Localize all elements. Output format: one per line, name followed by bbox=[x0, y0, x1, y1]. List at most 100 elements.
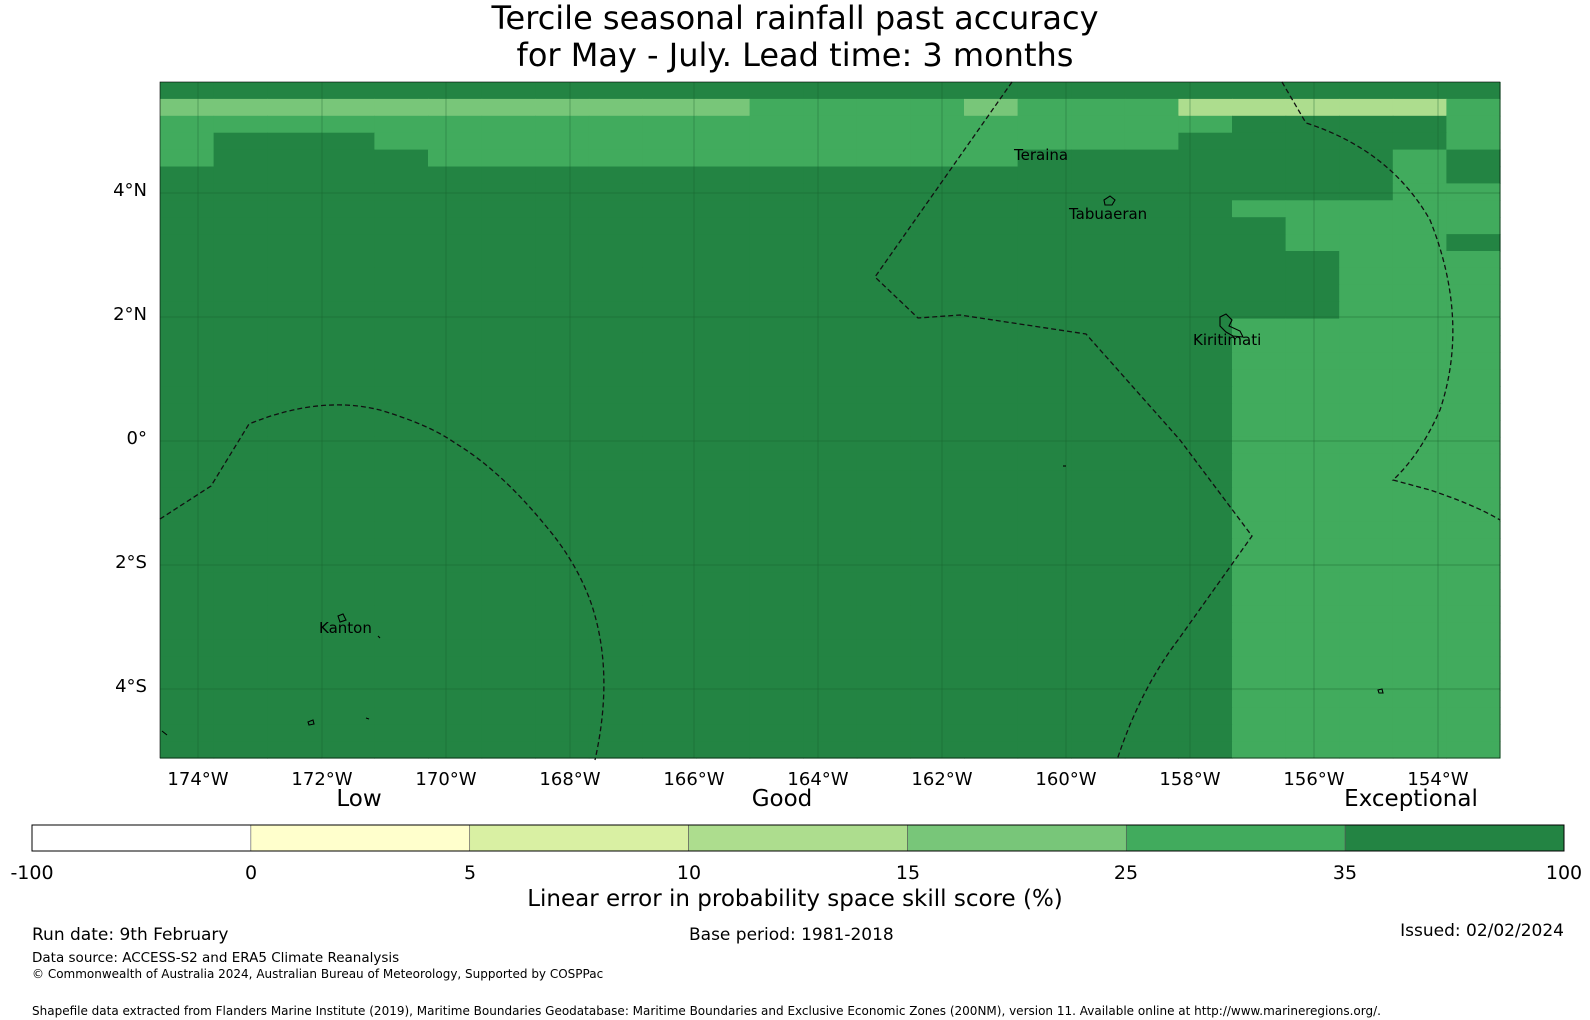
skill-grid-cell bbox=[267, 724, 322, 742]
skill-grid-cell bbox=[374, 673, 429, 691]
skill-grid-cell bbox=[267, 504, 322, 522]
lon-label-172w: 172°W bbox=[291, 769, 353, 790]
skill-grid-cell bbox=[910, 555, 965, 573]
skill-grid-cell bbox=[267, 98, 322, 117]
skill-grid-cell bbox=[588, 82, 643, 100]
skill-grid-cell bbox=[642, 115, 697, 134]
skill-grid-cell bbox=[535, 386, 590, 404]
small-island-4 bbox=[161, 730, 168, 736]
skill-grid-cell bbox=[696, 470, 751, 489]
skill-grid-cell bbox=[1339, 707, 1394, 725]
place-label-kanton: Kanton bbox=[319, 619, 372, 637]
skill-grid-cell bbox=[1392, 115, 1447, 134]
skill-grid-cell bbox=[1392, 538, 1447, 556]
skill-grid-cell bbox=[1392, 504, 1447, 522]
skill-grid-cell bbox=[160, 234, 215, 252]
skill-grid-cell bbox=[535, 707, 590, 725]
skill-grid-cell bbox=[1446, 149, 1501, 168]
skill-grid-cell bbox=[213, 470, 268, 489]
skill-grid-cell bbox=[964, 403, 1019, 421]
skill-grid-cell bbox=[588, 200, 643, 218]
skill-grid-cell bbox=[1017, 217, 1072, 235]
skill-grid-cell bbox=[1446, 234, 1501, 252]
skill-grid-cell bbox=[696, 267, 751, 286]
skill-grid-cell bbox=[910, 707, 965, 725]
skill-grid-cell bbox=[1446, 420, 1501, 438]
skill-grid-cell bbox=[1392, 318, 1447, 337]
skill-grid-cell bbox=[749, 572, 804, 590]
skill-grid-cell bbox=[160, 217, 215, 235]
skill-grid-cell bbox=[1285, 555, 1340, 573]
skill-grid-cell bbox=[803, 639, 858, 658]
skill-grid-cell bbox=[1178, 82, 1233, 100]
skill-grid-cell bbox=[856, 470, 911, 489]
skill-grid-cell bbox=[749, 538, 804, 556]
skill-grid-cell bbox=[588, 673, 643, 691]
skill-grid-cell bbox=[160, 200, 215, 218]
skill-grid-cell bbox=[696, 200, 751, 218]
skill-grid-cell bbox=[160, 369, 215, 387]
skill-grid-cell bbox=[642, 403, 697, 421]
skill-grid-cell bbox=[749, 487, 804, 506]
skill-grid-cell bbox=[267, 149, 322, 168]
skill-grid-cell bbox=[1232, 639, 1287, 658]
skill-grid-cell bbox=[749, 724, 804, 742]
skill-grid-cell bbox=[320, 301, 375, 320]
skill-grid-cell bbox=[481, 166, 536, 184]
skill-grid-cell bbox=[481, 521, 536, 539]
skill-grid-cell bbox=[1446, 690, 1501, 708]
skill-grid-cell bbox=[803, 149, 858, 168]
skill-grid-cell bbox=[588, 690, 643, 708]
skill-grid-cell bbox=[1285, 82, 1340, 100]
skill-grid-cell bbox=[1017, 352, 1072, 370]
skill-grid-cell bbox=[1285, 132, 1340, 151]
colorbar-tick-25: 25 bbox=[1113, 862, 1139, 884]
skill-grid-cell bbox=[1339, 132, 1394, 151]
skill-grid-cell bbox=[428, 707, 483, 725]
skill-grid-cell bbox=[1178, 436, 1233, 455]
skill-grid-cell bbox=[213, 639, 268, 658]
skill-grid-cell bbox=[1446, 673, 1501, 691]
skill-grid-cell bbox=[213, 301, 268, 320]
skill-grid-cell bbox=[267, 707, 322, 725]
skill-grid-cell bbox=[749, 200, 804, 218]
skill-grid-cell bbox=[1178, 724, 1233, 742]
skill-grid-cell bbox=[1392, 639, 1447, 658]
skill-grid-cell bbox=[856, 251, 911, 269]
skill-grid-cell bbox=[910, 183, 965, 201]
skill-grid-cell bbox=[910, 436, 965, 455]
skill-grid-cell bbox=[1124, 335, 1179, 353]
skill-grid-cell bbox=[1071, 538, 1126, 556]
skill-grid-cell bbox=[1017, 115, 1072, 134]
skill-grid-cell bbox=[588, 115, 643, 134]
skill-grid-cell bbox=[213, 453, 268, 472]
skill-grid-cell bbox=[213, 504, 268, 522]
skill-grid-cell bbox=[964, 335, 1019, 353]
colorbar-category-good: Good bbox=[751, 786, 813, 812]
skill-grid-cell bbox=[160, 352, 215, 370]
skill-grid-cell bbox=[910, 470, 965, 489]
colorbar-segment bbox=[1344, 824, 1565, 852]
skill-grid-cell bbox=[428, 538, 483, 556]
skill-grid-cell bbox=[213, 132, 268, 151]
skill-grid-cell bbox=[696, 183, 751, 201]
skill-grid-cell bbox=[856, 200, 911, 218]
skill-grid-cell bbox=[696, 234, 751, 252]
skill-grid-cell bbox=[588, 639, 643, 658]
skill-grid-cell bbox=[535, 200, 590, 218]
skill-grid-cell bbox=[696, 386, 751, 404]
skill-grid-cell bbox=[160, 98, 215, 117]
skill-grid-cell bbox=[696, 284, 751, 303]
skill-grid-cell bbox=[1178, 707, 1233, 725]
skill-grid-cell bbox=[1339, 521, 1394, 539]
skill-grid-cell bbox=[1017, 335, 1072, 353]
skill-grid-cell bbox=[1071, 251, 1126, 269]
skill-grid-cell bbox=[1017, 589, 1072, 607]
skill-grid-cell bbox=[1446, 724, 1501, 742]
skill-grid-cell bbox=[1178, 605, 1233, 624]
skill-grid-cell bbox=[267, 267, 322, 286]
skill-grid-cell bbox=[1071, 82, 1126, 100]
skill-grid-cell bbox=[428, 132, 483, 151]
skill-grid-cell bbox=[1178, 166, 1233, 184]
skill-grid-cell bbox=[1446, 132, 1501, 151]
